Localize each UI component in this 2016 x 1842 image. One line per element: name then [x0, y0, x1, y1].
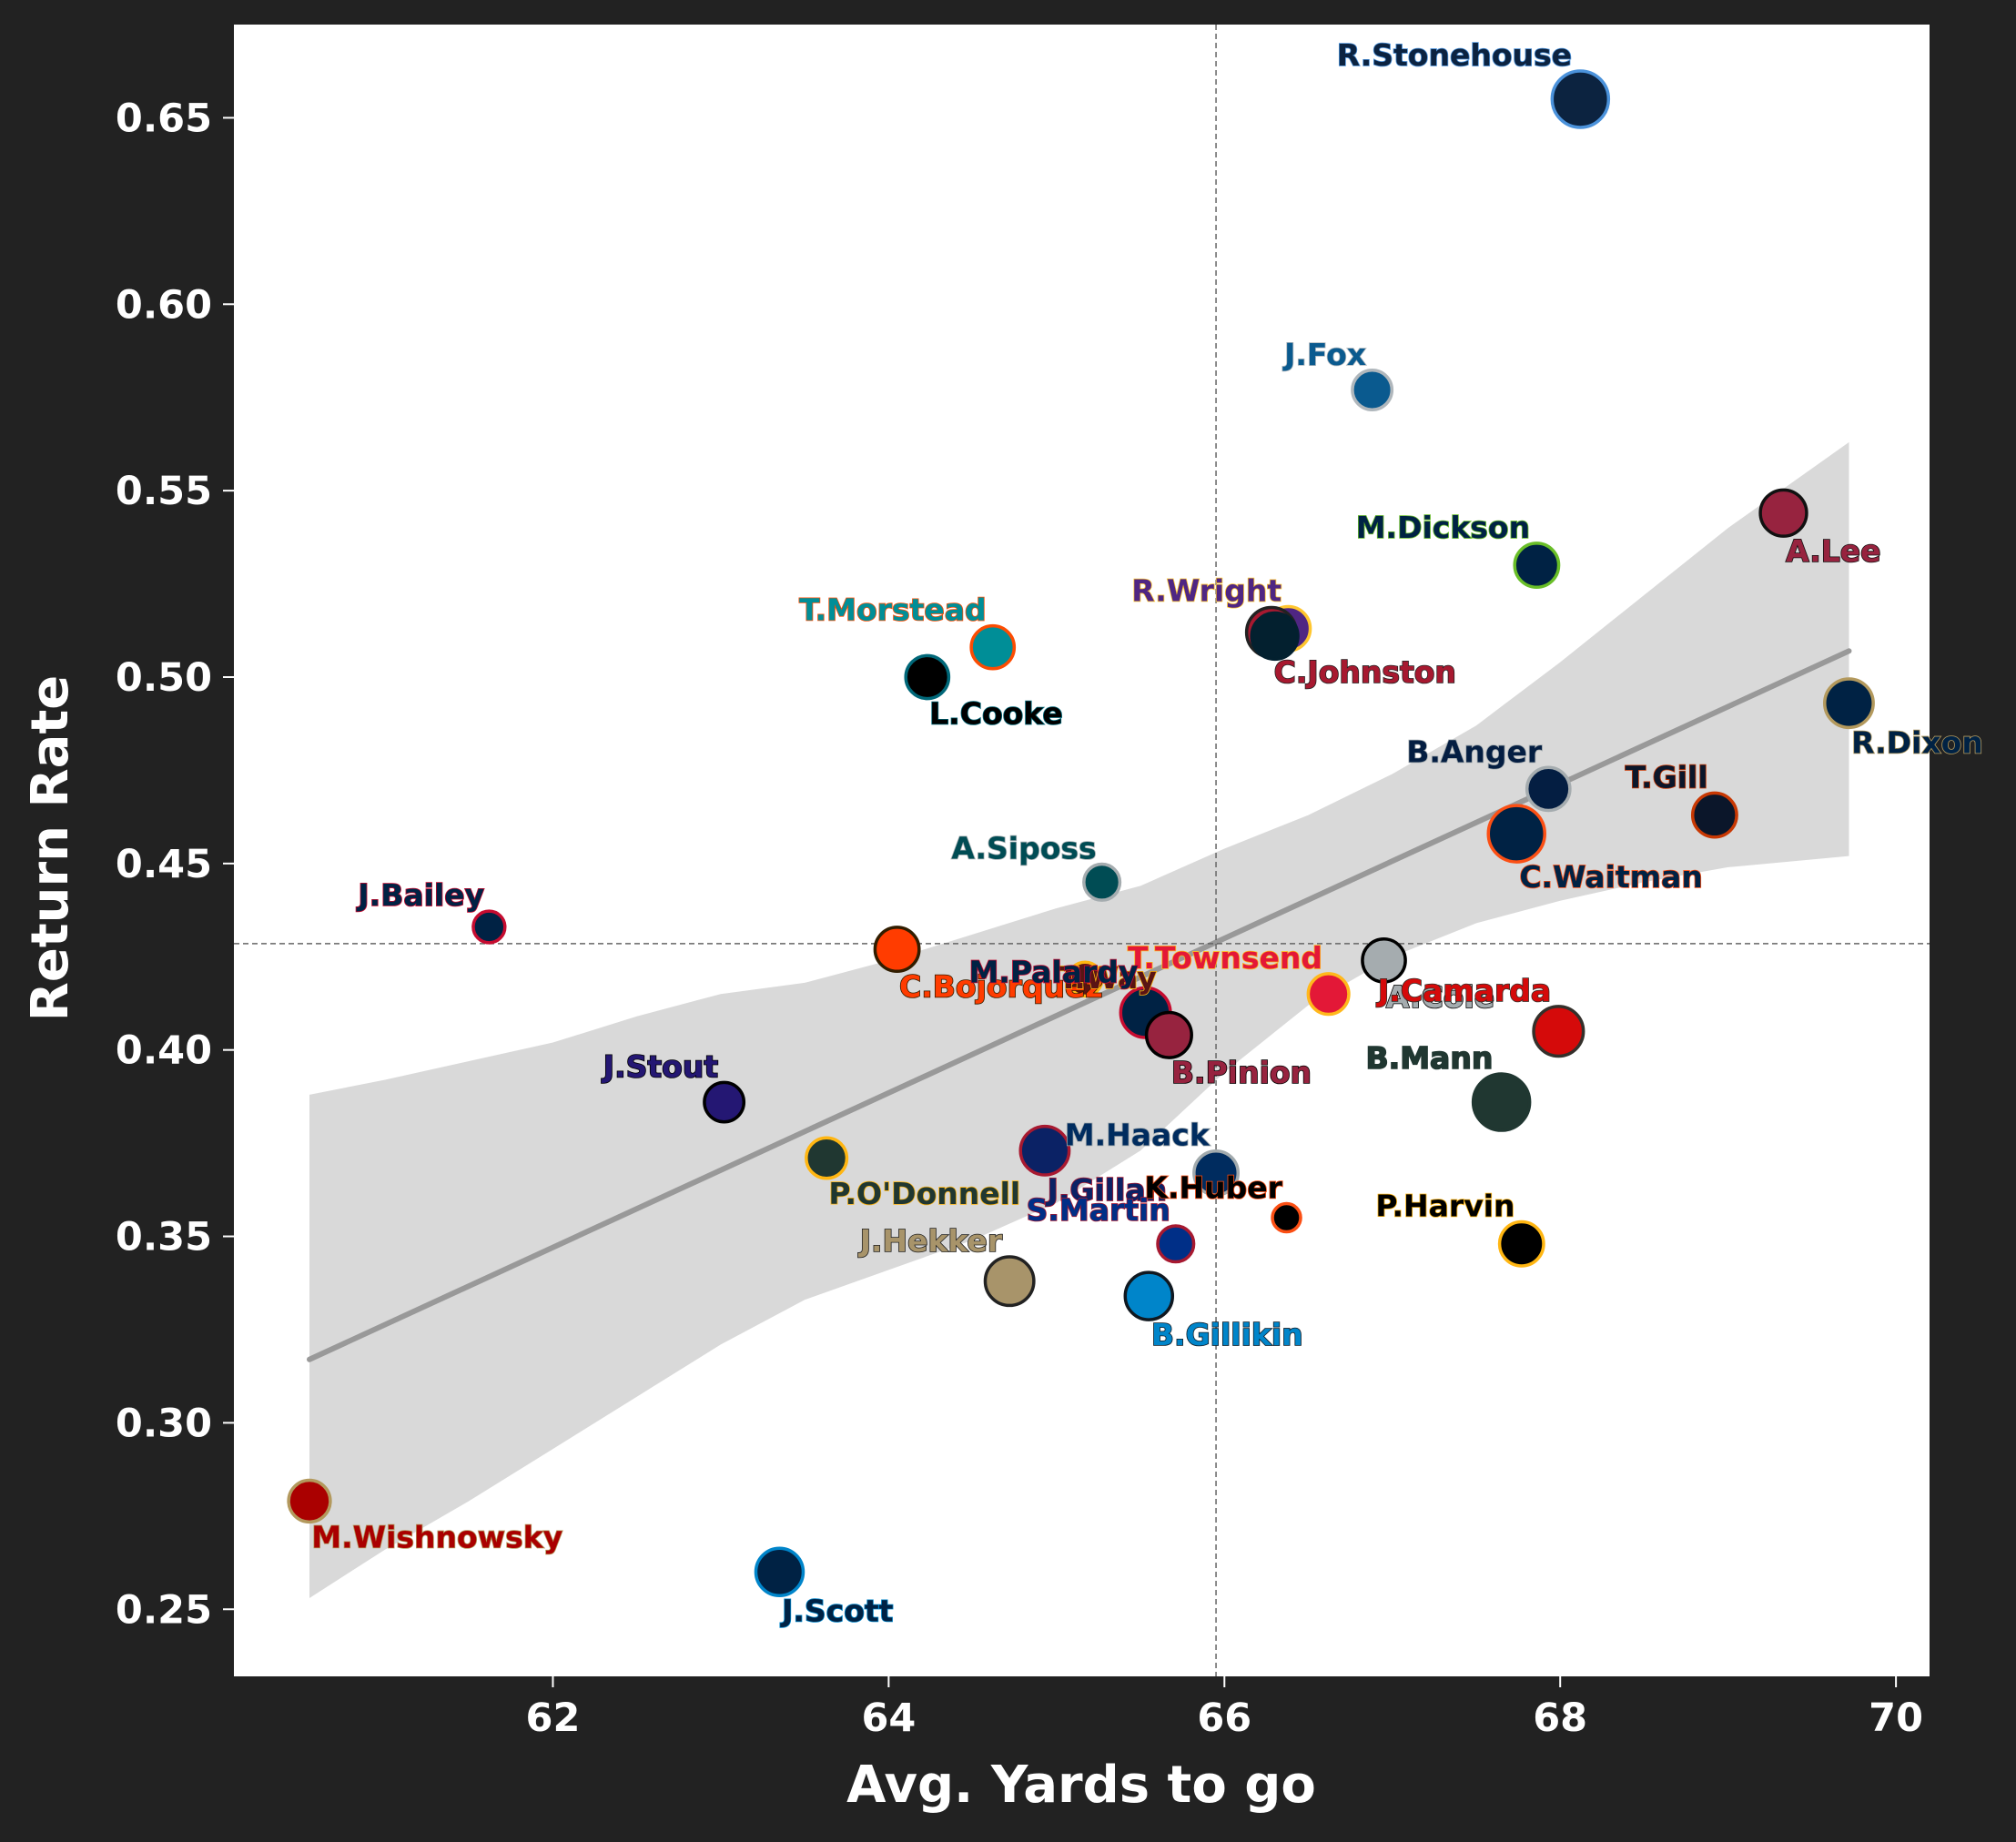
y-tick-label: 0.35	[116, 1215, 212, 1260]
point-label: J.Bailey	[356, 877, 484, 913]
confidence-band	[309, 441, 1849, 1598]
point-label: M.Haack	[1065, 1118, 1211, 1153]
data-point	[904, 653, 951, 701]
point-label: R.Wright	[1131, 573, 1282, 609]
data-point	[1690, 791, 1738, 839]
data-point	[1525, 765, 1572, 813]
x-tick-label: 66	[1197, 1695, 1251, 1741]
data-point	[1306, 972, 1351, 1017]
point-label: C.Bojorquez	[899, 968, 1103, 1004]
y-tick-label: 0.65	[116, 96, 212, 141]
data-point	[754, 1546, 805, 1598]
data-point	[1486, 804, 1546, 864]
point-label: T.Townsend	[1128, 940, 1322, 976]
x-tick-label: 62	[526, 1695, 581, 1741]
data-point	[1271, 1201, 1302, 1234]
point-label: M.Palardy	[968, 954, 1138, 989]
regression-line	[307, 648, 1852, 1362]
point-label: A.Lee	[1786, 533, 1880, 569]
data-point	[471, 909, 507, 945]
point-label: B.Pinion	[1171, 1055, 1312, 1090]
data-point	[983, 1255, 1036, 1308]
data-point	[703, 1080, 746, 1124]
point-label: T.Gill	[1626, 759, 1708, 794]
data-point	[969, 623, 1017, 671]
data-point	[1082, 862, 1122, 902]
point-label: B.Mann	[1366, 1040, 1494, 1076]
point-label: J.Stout	[602, 1048, 719, 1084]
y-tick-label: 0.55	[116, 469, 212, 514]
y-tick-label: 0.50	[116, 655, 212, 701]
point-label: T.Morstead	[799, 592, 987, 628]
data-point	[1192, 1149, 1241, 1197]
point-label: J.Camarda	[1376, 973, 1551, 1008]
point-label: J.Scott	[780, 1593, 894, 1628]
point-label: C.Johnston	[1274, 654, 1456, 690]
point-label: R.Stonehouse	[1337, 37, 1572, 73]
data-point	[1758, 488, 1808, 538]
data-point	[1156, 1224, 1196, 1264]
data-point	[1513, 541, 1561, 590]
x-tick-label: 70	[1869, 1695, 1923, 1741]
data-point	[1351, 369, 1394, 411]
y-tick-label: 0.25	[116, 1587, 212, 1633]
point-label: J.Fox	[1282, 337, 1366, 372]
data-point	[1361, 937, 1407, 984]
x-axis-title: Avg. Yards to go	[846, 1756, 1316, 1815]
x-tick-label: 68	[1533, 1695, 1587, 1741]
x-tick-label: 64	[861, 1695, 916, 1741]
point-label: M.Dickson	[1356, 510, 1530, 545]
data-point	[1123, 1270, 1175, 1321]
point-label: M.Wishnowsky	[311, 1519, 562, 1554]
data-point	[1532, 1005, 1585, 1058]
data-point	[287, 1478, 332, 1524]
point-label: L.Cooke	[929, 696, 1063, 732]
data-point	[1250, 611, 1300, 662]
point-label: R.Dixon	[1851, 724, 1983, 760]
data-point	[873, 926, 921, 974]
point-label: B.Anger	[1406, 734, 1543, 769]
data-point	[1471, 1072, 1532, 1132]
point-label: K.Huber	[1144, 1170, 1282, 1206]
point-label: J.Gillan	[1046, 1172, 1168, 1208]
y-tick-label: 0.45	[116, 842, 212, 887]
point-label: T.Way	[1059, 960, 1157, 996]
point-label: C.Waitman	[1519, 859, 1702, 895]
point-label: A.Siposs	[951, 830, 1096, 865]
data-point	[1018, 1124, 1071, 1177]
data-point	[805, 1136, 849, 1180]
y-tick-label: 0.30	[116, 1401, 212, 1446]
data-point	[1497, 1220, 1545, 1268]
point-label: P.Harvin	[1375, 1189, 1515, 1224]
point-label: A.Cole	[1386, 979, 1494, 1015]
point-label: P.O'Donnell	[828, 1176, 1020, 1211]
y-axis-title: Return Rate	[21, 675, 80, 1021]
point-label: J.Hekker	[858, 1223, 1003, 1259]
data-point	[1823, 677, 1875, 730]
y-tick-label: 0.60	[116, 282, 212, 328]
y-tick-label: 0.40	[116, 1028, 212, 1074]
point-label: B.Gillikin	[1151, 1317, 1303, 1352]
data-point	[1550, 69, 1611, 129]
data-point	[1144, 1010, 1193, 1059]
data-point	[1066, 960, 1104, 998]
point-label: S.Martin	[1027, 1192, 1170, 1228]
